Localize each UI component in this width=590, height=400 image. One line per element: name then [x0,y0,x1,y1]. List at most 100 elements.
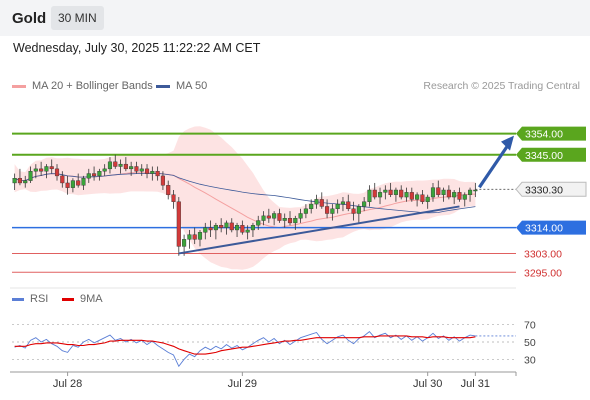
candle-body [113,161,118,167]
candle-body [155,170,160,177]
level-label-1: 3345.00 [525,150,563,162]
candle-body [256,220,261,226]
candle-body [23,180,28,184]
trendline [178,205,460,255]
candle-body [224,222,229,228]
last-price-label: 3330.30 [525,184,563,196]
datetime-label: Wednesday, July 30, 2025 11:22:22 AM CET [13,41,261,55]
candle-body [134,166,139,172]
candle-body [340,201,346,205]
candle-body [319,199,324,207]
candle-body [346,201,351,210]
candle-body [250,225,255,231]
candle-body [420,194,425,202]
candle-body [144,168,150,174]
candle-body [452,192,457,198]
x-tick-label: Jul 31 [461,378,490,390]
candle-body [97,170,102,177]
candle-body [330,208,335,214]
x-tick-label: Jul 30 [413,378,442,390]
candle-body [266,215,271,219]
candle-body [197,232,203,240]
candle-body [17,178,22,184]
candle-body [462,194,467,200]
candle-body [28,170,33,181]
candle-body [415,194,420,200]
candle-body [192,234,197,240]
rsi-tick-label: 50 [524,337,536,349]
candle-body [166,185,171,195]
candle-body [33,168,38,172]
level-tag-2 [516,220,586,235]
legend-9ma: 9MA [62,293,103,305]
rsi-tick-label: 30 [524,354,536,366]
candle-body [150,170,155,174]
rsi-series-9ma [14,335,476,355]
level-label-4: 3295.00 [524,267,562,279]
rsi-series-rsi [14,330,476,368]
last-price-tag [515,181,587,197]
candle-body [383,189,388,193]
legend-rsi: RSI [12,293,48,305]
legend-9ma-label: 9MA [80,293,103,305]
x-tick-label: Jul 29 [228,378,257,390]
candle-body [404,192,409,198]
candle-body [54,168,60,177]
credit-text: Research © 2025 Trading Central [423,80,580,92]
candle-body [235,225,240,231]
candle-body [60,175,65,184]
level-label-0: 3354.00 [525,129,563,141]
ma9-swatch [62,297,74,301]
candle-body [388,189,393,195]
legend-rsi-label: RSI [30,293,49,305]
candle-body [298,213,303,219]
candle-body [425,196,430,202]
level-label-2: 3314.00 [525,223,563,235]
candle-body [393,189,398,195]
legend-ma20: MA 20 + Bollinger Bands [12,80,153,92]
level-label-3: 3303.00 [524,248,562,260]
candle-body [65,182,70,188]
legend-ma50-label: MA 50 [176,80,208,92]
candle-body [123,163,128,170]
candle-body [213,225,218,231]
candle-body [446,189,451,198]
candle-body [436,187,441,195]
candle-body [468,189,473,195]
legend-ma50: MA 50 [156,80,207,92]
candle-body [372,189,377,198]
candle-body [76,180,81,186]
candle-body [409,192,414,200]
ma50-swatch [156,84,170,88]
bollinger-band [14,126,476,270]
candle-body [160,175,165,186]
candle-body [139,168,144,172]
candle-body [309,203,314,210]
candle-body [473,189,478,192]
candle-body [229,222,234,231]
candle-body [325,206,330,214]
candle-body [86,173,91,179]
candle-body [129,166,134,170]
candle-body [335,203,340,210]
candle-body [287,217,293,224]
candle-body [44,166,49,172]
candle-body [272,213,277,219]
candle-body [282,217,287,221]
timeframe-button[interactable]: 30 MIN [51,6,104,30]
candle-body [12,178,17,184]
candle-body [39,168,44,172]
x-tick-label: Jul 28 [53,378,82,390]
candle-body [92,173,97,177]
candle-body [277,213,282,221]
candle-body [81,178,86,186]
candle-body [399,189,404,198]
instrument-title: Gold [12,10,47,27]
candle-body [314,199,319,205]
candle-body [182,239,187,247]
candle-body [261,215,266,221]
rsi-tick-label: 70 [524,320,536,332]
candle-body [367,189,372,202]
candle-body [107,161,113,170]
